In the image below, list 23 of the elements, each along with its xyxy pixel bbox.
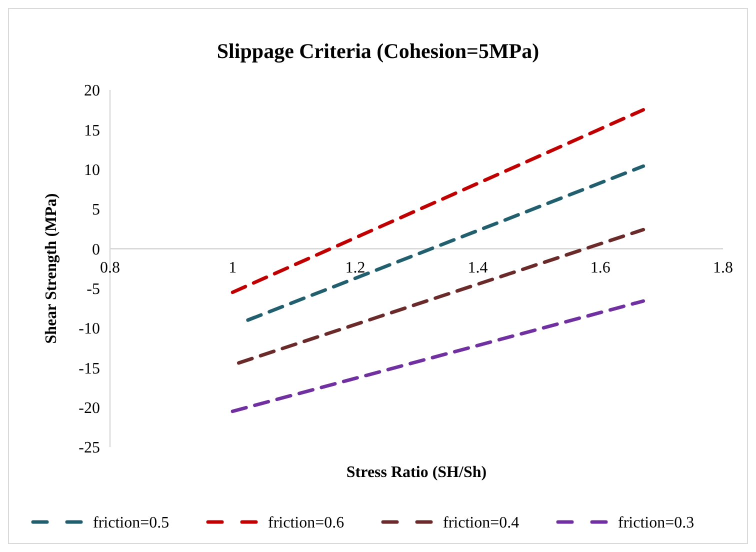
legend-label: friction=0.3: [618, 514, 694, 532]
y-tick-label: -15: [78, 360, 100, 378]
legend-label: friction=0.4: [443, 514, 520, 532]
y-tick-label: -5: [86, 280, 100, 298]
chart-title: Slippage Criteria (Cohesion=5MPa): [216, 39, 540, 63]
y-tick-label: 5: [92, 202, 100, 219]
y-tick-label: 0: [92, 241, 100, 258]
y-axis-title: Shear Strength (MPa): [43, 193, 60, 344]
legend-label: friction=0.6: [268, 514, 344, 532]
x-tick-label: 1.4: [468, 260, 488, 277]
y-tick-label: 15: [84, 122, 100, 140]
x-tick-label: 1.6: [590, 260, 610, 277]
y-tick-label: -25: [78, 440, 100, 457]
x-axis-title: Stress Ratio (SH/Sh): [346, 464, 487, 481]
y-tick-label: -10: [78, 320, 100, 338]
x-tick-label: 1: [228, 260, 237, 277]
y-tick-label: -20: [78, 400, 100, 417]
x-tick-label: 1.2: [345, 260, 366, 277]
x-tick-label: 1.8: [713, 260, 733, 277]
x-tick-label: 0.8: [100, 260, 120, 277]
legend-label: friction=0.5: [93, 514, 170, 532]
y-tick-label: 10: [84, 162, 100, 179]
y-tick-label: 20: [84, 82, 100, 100]
